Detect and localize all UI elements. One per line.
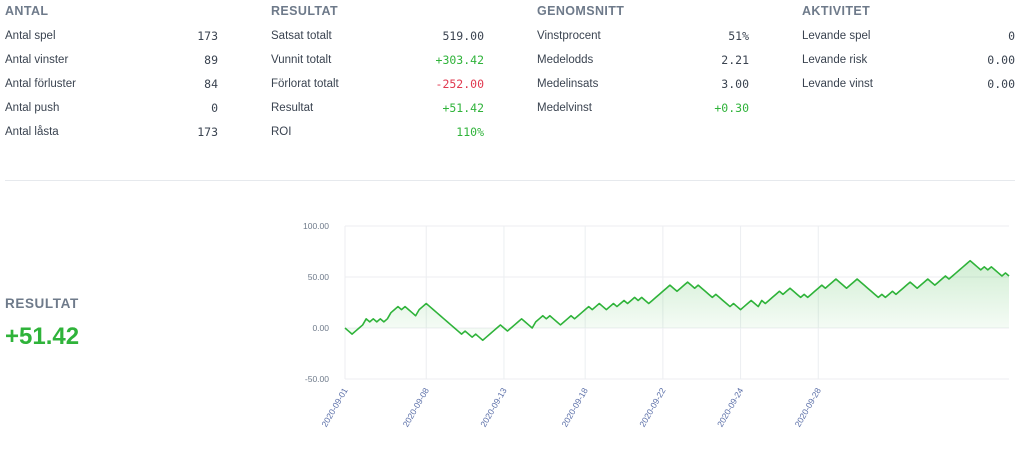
stat-value: 519.00: [442, 29, 484, 43]
result-summary-title: RESULTAT: [5, 296, 79, 311]
result-summary: RESULTAT +51.42: [5, 296, 79, 351]
stat-label: Medelvinst: [537, 102, 592, 114]
stat-value: 51%: [728, 29, 749, 43]
chart-ytick-label: 100.00: [303, 221, 329, 231]
stat-row: Levande vinst 0.00: [802, 76, 1015, 92]
stat-row: Levande spel 0: [802, 28, 1015, 44]
result-summary-value: +51.42: [5, 323, 80, 350]
stat-row: Antal spel 173: [5, 28, 218, 44]
result-chart-svg: 100.00 50.00 0.00 -50.00 2020-09-01 2020-09-0…: [303, 221, 1010, 429]
stat-value: -252.00: [435, 77, 484, 91]
stat-value: 0.00: [987, 77, 1015, 91]
stat-row: Antal låsta 173: [5, 124, 218, 140]
stat-row: Vinstprocent 51%: [537, 28, 749, 44]
stat-label: Vunnit totalt: [271, 54, 332, 66]
stat-value: 0.00: [987, 53, 1015, 67]
stat-row: Medelvinst +0.30: [537, 100, 749, 116]
stats-column-aktivitet: AKTIVITET Levande spel 0 Levande risk 0.00 Le…: [802, 0, 1015, 91]
stat-label: Levande risk: [802, 54, 868, 66]
stat-label: ROI: [271, 126, 292, 138]
stat-row: Antal push 0: [5, 100, 218, 116]
chart-xtick-label: 2020-09-22: [637, 386, 668, 429]
stat-label: Levande vinst: [802, 78, 873, 90]
chart-area: [345, 260, 1009, 341]
stat-row: Antal förluster 84: [5, 76, 218, 92]
stat-value: +303.42: [435, 53, 484, 67]
result-chart: 100.00 50.00 0.00 -50.00 2020-09-01 2020-09-0…: [290, 212, 1024, 473]
stat-label: Vinstprocent: [537, 30, 601, 42]
chart-ytick-label: 0.00: [312, 323, 329, 333]
stat-value: 2.21: [721, 53, 749, 67]
stat-row: Förlorat totalt -252.00: [271, 76, 484, 92]
stat-label: Medelinsats: [537, 78, 599, 90]
stat-label: Antal låsta: [5, 126, 59, 138]
stat-value: 89: [204, 53, 218, 67]
stat-label: Medelodds: [537, 54, 594, 66]
chart-xtick-label: 2020-09-08: [401, 386, 432, 429]
stat-value: +51.42: [442, 101, 484, 115]
chart-ytick-label: -50.00: [305, 374, 329, 384]
column-header-antal: ANTAL: [5, 4, 49, 18]
stat-row: Resultat +51.42: [271, 100, 484, 116]
stats-column-genomsnitt: GENOMSNITT Vinstprocent 51% Medelodds 2.21 Me…: [537, 0, 749, 115]
stat-value: 84: [204, 77, 218, 91]
column-header-aktivitet: AKTIVITET: [802, 4, 871, 18]
column-header-genomsnitt: GENOMSNITT: [537, 4, 625, 18]
stat-row: ROI 110%: [271, 124, 484, 140]
chart-series-line: [344, 259, 1010, 342]
stat-label: Levande spel: [802, 30, 871, 42]
stat-row: Vunnit totalt +303.42: [271, 52, 484, 68]
stat-value: 0: [1008, 29, 1015, 43]
stat-row: Medelodds 2.21: [537, 52, 749, 68]
stat-label: Förlorat totalt: [271, 78, 339, 90]
stat-row: Antal vinster 89: [5, 52, 218, 68]
chart-xtick-label: 2020-09-28: [793, 386, 824, 429]
stats-column-antal: ANTAL Antal spel 173 Antal vinster 89 Antal f…: [5, 0, 218, 139]
chart-xtick-label: 2020-09-18: [559, 386, 590, 429]
chart-xtick-label: 2020-09-13: [478, 386, 509, 429]
chart-ytick-label: 50.00: [308, 272, 330, 282]
section-divider: [5, 180, 1015, 181]
stat-value: 173: [197, 29, 218, 43]
chart-xtick-label: 2020-09-24: [715, 386, 746, 429]
stat-value: 173: [197, 125, 218, 139]
stat-row: Medelinsats 3.00: [537, 76, 749, 92]
stats-panel: ANTAL Antal spel 173 Antal vinster 89 Antal f…: [0, 0, 1024, 180]
column-header-resultat: RESULTAT: [271, 4, 339, 18]
stat-value: +0.30: [714, 101, 749, 115]
stat-row: Satsat totalt 519.00: [271, 28, 484, 44]
stat-label: Antal spel: [5, 30, 56, 42]
stat-value: 0: [211, 101, 218, 115]
stat-label: Resultat: [271, 102, 314, 114]
stat-value: 3.00: [721, 77, 749, 91]
stat-row: Levande risk 0.00: [802, 52, 1015, 68]
stat-label: Satsat totalt: [271, 30, 332, 42]
chart-xtick-label: 2020-09-01: [319, 386, 350, 429]
stat-label: Antal förluster: [5, 78, 76, 90]
stat-value: 110%: [456, 125, 484, 139]
stat-label: Antal vinster: [5, 54, 69, 66]
stat-label: Antal push: [5, 102, 60, 114]
stats-column-resultat: RESULTAT Satsat totalt 519.00 Vunnit totalt…: [271, 0, 484, 139]
